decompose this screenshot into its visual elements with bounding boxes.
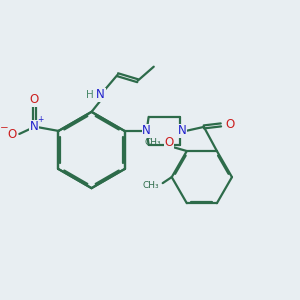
Text: N: N [96,88,105,101]
Text: CH₃: CH₃ [144,139,161,148]
Text: H: H [85,90,93,100]
Text: O: O [164,136,173,149]
Text: O: O [225,118,235,131]
Text: N: N [142,124,151,137]
Text: O: O [8,128,17,141]
Text: N: N [177,124,186,137]
Text: O: O [30,93,39,106]
Text: −: − [0,123,9,133]
Text: CH₃: CH₃ [142,181,159,190]
Text: N: N [30,120,39,134]
Text: +: + [37,116,44,124]
